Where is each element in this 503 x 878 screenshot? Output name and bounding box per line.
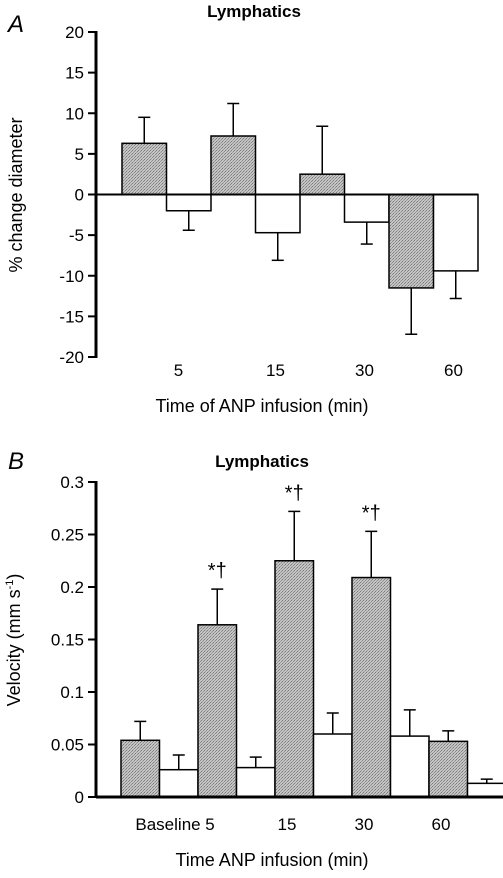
- significance-annotation: *†: [285, 482, 304, 504]
- bar-filled: [121, 142, 168, 196]
- x-tick-label: 5: [205, 815, 214, 834]
- y-tick-label: 15: [65, 64, 84, 83]
- panel-b-letter: B: [8, 448, 24, 475]
- y-tick-label: 0.25: [51, 526, 84, 545]
- y-tick-label: 0: [75, 788, 84, 807]
- panel-b-x-ticks: Baseline 5 15 30 60: [135, 815, 450, 834]
- bar-open: [254, 193, 301, 234]
- y-tick-label: 5: [75, 145, 84, 164]
- bar-open: [343, 193, 390, 223]
- significance-annotation: *†: [362, 502, 381, 524]
- significance-annotation: *†: [208, 560, 227, 582]
- bar-open: [432, 193, 479, 272]
- panel-a-x-ticks: 5 15 30 60: [174, 361, 463, 380]
- bar-open: [165, 193, 212, 212]
- x-tick-label: 60: [444, 361, 463, 380]
- bar-filled: [428, 740, 469, 798]
- y-tick-label: 0.2: [60, 578, 84, 597]
- y-tick-label: 0.1: [60, 683, 84, 702]
- y-tick-label: -5: [69, 226, 84, 245]
- panel-a-x-axis-label: Time of ANP infusion (min): [155, 396, 368, 416]
- panel-a-y-axis-label: % change diameter: [6, 117, 26, 272]
- panel-b-y-axis-label-end: ): [4, 574, 24, 580]
- panel-a-y-ticks: 20 15 10 5 0 -5 -10 -15 -20: [59, 23, 96, 367]
- x-tick-label: 60: [432, 815, 451, 834]
- y-tick-label: 0.05: [51, 736, 84, 755]
- bar-open: [312, 733, 353, 798]
- x-tick-label: 30: [355, 815, 374, 834]
- y-tick-label: 0.15: [51, 631, 84, 650]
- bar-filled: [120, 739, 161, 798]
- panel-b-error-bars: [134, 510, 493, 784]
- panel-b-y-axis-label-superscript: -1: [4, 580, 16, 590]
- panel-b-y-axis-label-main: Velocity (mm s: [4, 589, 24, 706]
- panel-b-title: Lymphatics: [215, 452, 309, 471]
- y-tick-label: 10: [65, 104, 84, 123]
- panel-a-letter: A: [6, 11, 24, 38]
- bar-open: [235, 766, 276, 798]
- panel-a-error-bars: [138, 102, 462, 335]
- bar-open: [466, 782, 503, 798]
- panel-b-x-axis-label: Time ANP infusion (min): [175, 850, 368, 870]
- y-tick-label: -15: [59, 307, 84, 326]
- x-tick-label: 15: [266, 361, 285, 380]
- bar-open: [389, 735, 430, 798]
- panel-a-title: Lymphatics: [207, 2, 301, 21]
- panel-a: A Lymphatics 20 15 10 5 0 -5 -10 -15 -20 5 15 30 60…: [6, 2, 479, 416]
- bar-open: [158, 768, 199, 798]
- y-tick-label: -10: [59, 267, 84, 286]
- bar-filled: [210, 135, 257, 196]
- bar-filled: [351, 576, 392, 798]
- x-tick-label: Baseline: [135, 815, 200, 834]
- panel-a-bars: [121, 135, 479, 289]
- bar-filled: [299, 173, 346, 196]
- y-tick-label: 20: [65, 23, 84, 42]
- y-tick-label: 0.3: [60, 473, 84, 492]
- panel-b-annotations: *† *† *†: [208, 482, 381, 582]
- panel-b-y-axis-label: Velocity (mm s-1): [4, 574, 24, 707]
- panel-b: B Lymphatics 0.30.250.20.150.10.050 *†*†…: [4, 448, 503, 870]
- panel-b-y-ticks: 0.3 0.25 0.2 0.15 0.1 0.05 0: [51, 473, 96, 807]
- panel-b-bars: [120, 560, 503, 798]
- bar-filled: [274, 560, 315, 798]
- bar-filled: [388, 193, 435, 289]
- x-tick-label: 15: [278, 815, 297, 834]
- y-tick-label: -20: [59, 348, 84, 367]
- bar-filled: [197, 624, 238, 798]
- x-tick-label: 30: [355, 361, 374, 380]
- y-tick-label: 0: [75, 186, 84, 205]
- x-tick-label: 5: [174, 361, 183, 380]
